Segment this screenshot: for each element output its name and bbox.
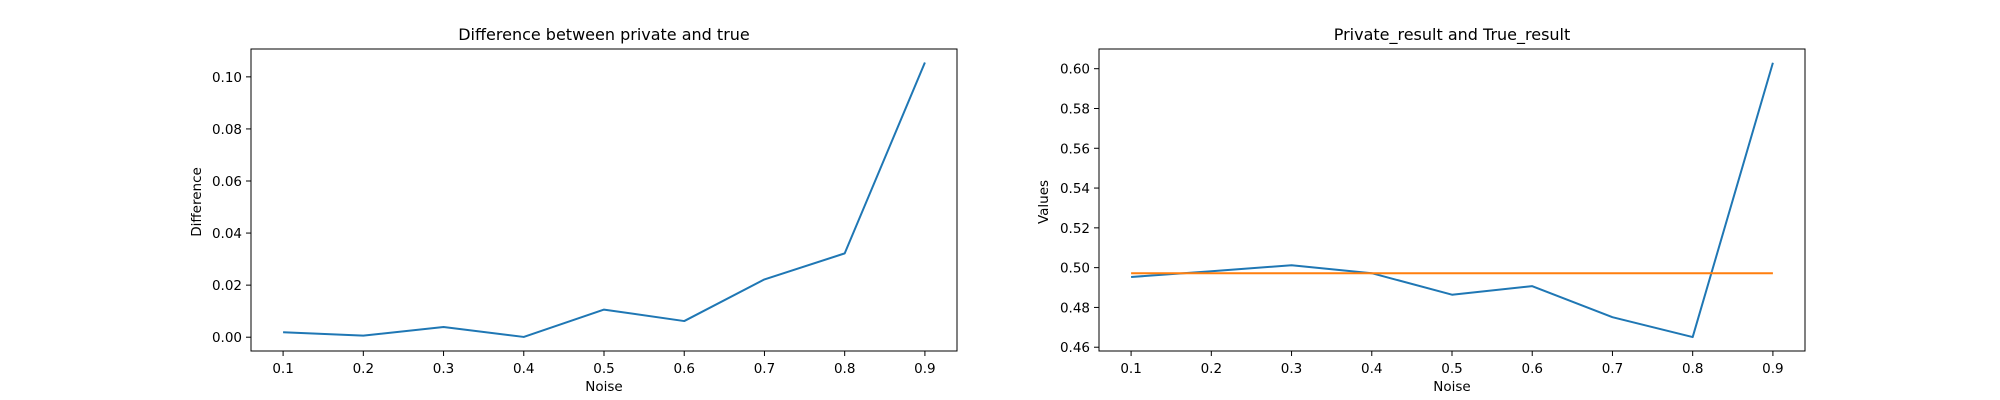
right-chart-x-tick-label: 0.9 <box>1762 361 1783 377</box>
left-chart-x-tick-label: 0.5 <box>593 361 614 377</box>
right-chart-y-tick-label: 0.58 <box>1060 101 1090 117</box>
right-chart-y-tick-label: 0.52 <box>1060 221 1090 237</box>
right-chart-x-tick-label: 0.1 <box>1120 361 1141 377</box>
left-chart-y-axis-label: Difference <box>189 167 205 237</box>
right-chart-y-tick-label: 0.60 <box>1060 62 1090 78</box>
right-chart-y-axis-label: Values <box>1036 180 1052 224</box>
right-chart-x-tick-label: 0.7 <box>1602 361 1623 377</box>
left-chart-y-tick-label: 0.08 <box>212 122 242 138</box>
left-chart-title: Difference between private and true <box>458 25 750 44</box>
left-chart-x-tick-label: 0.2 <box>353 361 374 377</box>
left-chart-plot-frame <box>250 48 958 352</box>
right-chart-title: Private_result and True_result <box>1334 25 1571 45</box>
left-chart-x-tick-label: 0.4 <box>513 361 534 377</box>
right-chart-y-tick-label: 0.56 <box>1060 141 1090 157</box>
left-chart-y-tick-label: 0.04 <box>212 226 242 242</box>
right-chart-y-tick-label: 0.48 <box>1060 300 1090 316</box>
right-chart-y-tick-label: 0.46 <box>1060 340 1090 356</box>
left-chart-y-tick-label: 0.10 <box>212 70 242 86</box>
right-chart-y-tick-label: 0.54 <box>1060 181 1090 197</box>
right-chart-series-line-1 <box>1131 62 1774 339</box>
left-chart-x-axis-label: Noise <box>585 379 622 395</box>
right-chart-plot-frame <box>1098 48 1806 352</box>
right-chart-x-tick-label: 0.5 <box>1441 361 1462 377</box>
right-chart-x-axis-label: Noise <box>1433 379 1470 395</box>
left-chart: Difference between private and true Nois… <box>189 25 958 395</box>
right-chart-x-tick-label: 0.2 <box>1201 361 1222 377</box>
left-chart-x-tick-label: 0.9 <box>914 361 935 377</box>
right-chart-y-tick-label: 0.50 <box>1060 261 1090 277</box>
left-chart-lines <box>283 62 926 338</box>
left-chart-series-line-1 <box>283 62 926 338</box>
right-chart-lines <box>1131 62 1774 339</box>
right-chart-x-tick-label: 0.8 <box>1682 361 1703 377</box>
left-chart-y-tick-label: 0.02 <box>212 278 242 294</box>
left-chart-x-tick-label: 0.7 <box>754 361 775 377</box>
left-chart-y-tick-label: 0.00 <box>212 330 242 346</box>
left-chart-x-tick-label: 0.3 <box>433 361 454 377</box>
right-chart-x-tick-label: 0.4 <box>1361 361 1382 377</box>
left-chart-ticks: 0.1 0.2 0.3 0.4 0.5 0.6 0.7 0.8 0.9 0.00 0.02 0.04 0… <box>212 70 936 377</box>
left-chart-x-tick-label: 0.1 <box>272 361 293 377</box>
left-chart-x-tick-label: 0.6 <box>673 361 694 377</box>
right-chart-x-tick-label: 0.6 <box>1521 361 1542 377</box>
left-chart-x-tick-label: 0.8 <box>834 361 855 377</box>
right-chart-x-tick-label: 0.3 <box>1281 361 1302 377</box>
left-chart-y-tick-label: 0.06 <box>212 174 242 190</box>
right-chart: Private_result and True_result Noise Val… <box>1036 25 1806 395</box>
right-chart-ticks: 0.1 0.2 0.3 0.4 0.5 0.6 0.7 0.8 0.9 0.46 0.48 0.50 0… <box>1060 62 1784 377</box>
